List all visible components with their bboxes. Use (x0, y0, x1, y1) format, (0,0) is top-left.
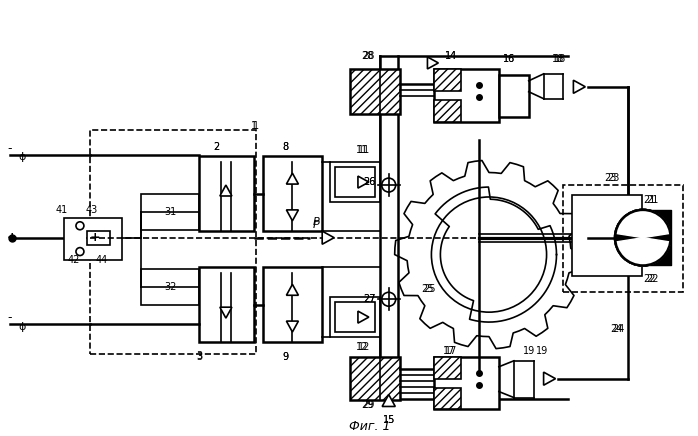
Text: Фиг. 1: Фиг. 1 (349, 420, 391, 433)
Text: 29: 29 (362, 401, 374, 410)
Text: 17: 17 (445, 346, 457, 356)
Bar (330, 162, 380, 202)
Polygon shape (358, 311, 369, 323)
Text: +: + (90, 231, 101, 244)
Bar (434, 357, 499, 409)
Text: 24: 24 (610, 324, 622, 334)
Text: 29: 29 (363, 401, 375, 410)
Polygon shape (573, 80, 586, 93)
Polygon shape (286, 284, 299, 295)
Bar (335, 167, 375, 197)
Polygon shape (286, 210, 299, 221)
Text: 26: 26 (364, 177, 376, 187)
Polygon shape (358, 176, 369, 188)
Polygon shape (286, 173, 299, 184)
Bar (434, 69, 461, 91)
Bar (434, 100, 461, 122)
Bar (87, 231, 110, 245)
Text: 1: 1 (253, 122, 259, 132)
Text: -: - (8, 310, 12, 324)
Text: 18: 18 (554, 54, 567, 64)
Text: 17: 17 (443, 346, 456, 356)
Text: 19: 19 (535, 346, 548, 356)
Text: 28: 28 (362, 51, 374, 61)
Text: 8: 8 (283, 142, 288, 152)
Text: 26: 26 (364, 177, 376, 187)
Text: 2: 2 (213, 142, 219, 152)
Polygon shape (322, 231, 334, 244)
Polygon shape (544, 372, 556, 385)
Polygon shape (616, 238, 670, 266)
Text: 22: 22 (646, 274, 659, 284)
Text: 25: 25 (421, 284, 433, 294)
Text: 15: 15 (383, 416, 395, 426)
Bar (142, 269, 199, 305)
Bar (199, 267, 253, 342)
Text: 21: 21 (644, 195, 656, 205)
Polygon shape (286, 321, 299, 332)
Polygon shape (616, 210, 670, 238)
Polygon shape (220, 307, 232, 318)
Text: +: + (6, 231, 17, 244)
Text: 9: 9 (283, 352, 288, 362)
Bar (199, 156, 253, 231)
Polygon shape (383, 395, 395, 406)
Bar (335, 302, 375, 332)
Text: ϕ: ϕ (18, 322, 26, 332)
Bar (434, 69, 499, 122)
Text: 11: 11 (356, 145, 368, 155)
Text: 12: 12 (356, 342, 368, 352)
Text: 3: 3 (196, 352, 202, 362)
Text: 19: 19 (523, 346, 535, 356)
Text: -: - (8, 142, 12, 155)
Circle shape (615, 210, 671, 266)
Text: 11: 11 (358, 145, 370, 155)
Text: 28: 28 (363, 51, 375, 61)
Bar (434, 388, 461, 409)
Text: 16: 16 (503, 54, 515, 64)
Text: 32: 32 (164, 283, 177, 292)
Bar (499, 75, 528, 116)
Text: ϕ: ϕ (18, 152, 26, 162)
Text: P: P (313, 217, 320, 227)
Text: 42: 42 (68, 255, 80, 265)
Text: 22: 22 (644, 274, 656, 284)
Text: 14: 14 (445, 51, 457, 61)
Text: 8: 8 (283, 142, 288, 152)
Bar (350, 357, 400, 399)
Text: 16: 16 (503, 54, 515, 64)
Bar (563, 185, 683, 292)
Text: 1: 1 (251, 122, 257, 132)
Bar (434, 357, 461, 379)
Text: 43: 43 (86, 205, 98, 215)
Text: 23: 23 (604, 173, 616, 183)
Text: 9: 9 (283, 352, 288, 362)
Polygon shape (427, 57, 438, 69)
Text: 25: 25 (423, 284, 436, 294)
Text: 23: 23 (607, 173, 619, 183)
Text: 31: 31 (164, 207, 177, 217)
Bar (90, 130, 255, 354)
Bar (142, 194, 199, 230)
Text: 15: 15 (383, 416, 395, 426)
Bar (262, 156, 322, 231)
Text: 3: 3 (196, 351, 202, 361)
Text: 12: 12 (357, 342, 370, 352)
Text: P: P (313, 220, 320, 230)
Bar (330, 297, 380, 337)
Polygon shape (220, 185, 232, 196)
Text: 27: 27 (364, 294, 376, 304)
Text: 27: 27 (364, 294, 376, 304)
Text: 14: 14 (445, 51, 457, 61)
Text: 21: 21 (646, 195, 659, 205)
Bar (64, 218, 121, 259)
Text: 2: 2 (213, 142, 219, 152)
Text: 41: 41 (56, 205, 68, 215)
Bar (262, 267, 322, 342)
Text: 18: 18 (552, 54, 565, 64)
Bar (350, 69, 400, 114)
Text: 44: 44 (96, 255, 108, 265)
Bar (572, 195, 642, 276)
Text: 24: 24 (612, 324, 624, 334)
